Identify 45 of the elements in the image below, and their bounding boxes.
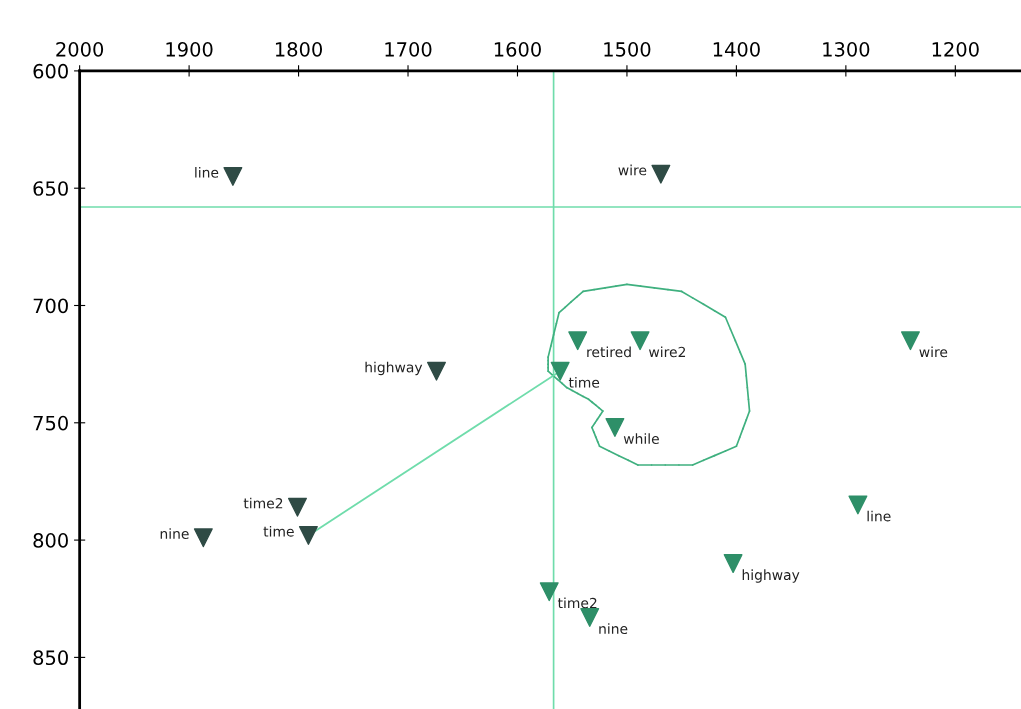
point (427, 361, 446, 381)
point (630, 331, 650, 351)
x-tick-label: 1500 (604, 42, 651, 57)
point (580, 608, 600, 627)
y-tick-label: 650 (33, 181, 68, 196)
y-tick-label: 850 (33, 650, 68, 666)
point (900, 331, 920, 351)
point (223, 166, 243, 186)
annotation: while (623, 433, 659, 445)
point (550, 361, 570, 381)
point (651, 164, 671, 184)
x-tick-label: 1800 (275, 42, 323, 57)
point (287, 497, 307, 517)
annotation: time2 (557, 597, 597, 609)
annotation: nine (160, 528, 189, 539)
x-tick-label: 1700 (385, 42, 432, 57)
annotation: nine (599, 623, 628, 635)
point (193, 528, 213, 548)
annotation: time (263, 525, 294, 537)
point (848, 495, 868, 515)
annotation: highway (742, 569, 800, 583)
point (298, 525, 318, 545)
y-tick-label: 800 (33, 533, 68, 548)
annotation: wire2 (648, 346, 686, 358)
annotation: wire (618, 164, 647, 176)
annotation: time (568, 376, 600, 388)
point (568, 331, 588, 351)
x-tick-label: 1600 (494, 42, 541, 57)
x-tick-label: 1300 (823, 42, 870, 57)
point (539, 582, 559, 602)
point (723, 554, 743, 574)
annotation: line (195, 166, 219, 178)
y-tick-label: 700 (33, 298, 68, 314)
x-tick-label: 1200 (932, 42, 979, 57)
x-tick-label: 1400 (713, 42, 760, 57)
annotation: retired (587, 346, 631, 358)
y-tick-label: 600 (33, 63, 68, 79)
annotation: wire (919, 346, 948, 358)
y-tick-label: 750 (33, 415, 68, 431)
annotation: line (867, 510, 891, 522)
x-tick-label: 2000 (56, 42, 104, 57)
annotation: time2 (243, 497, 283, 509)
annotation: highway (365, 361, 423, 376)
point (605, 418, 625, 437)
x-tick-label: 1900 (166, 42, 213, 57)
